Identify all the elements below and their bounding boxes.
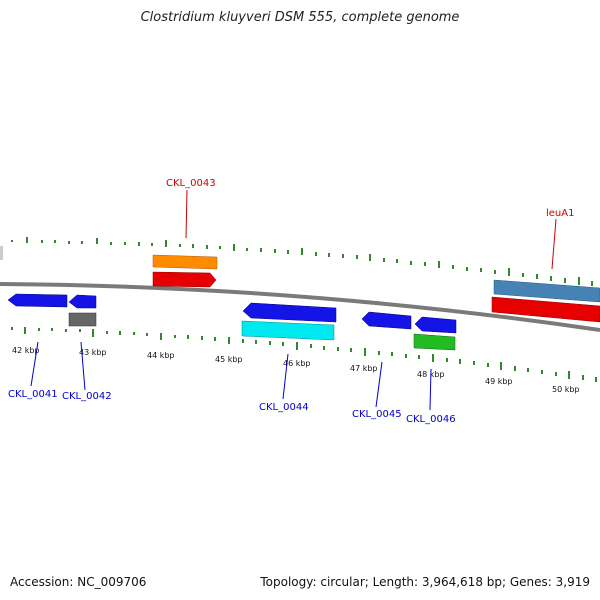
feature-leuA1-red[interactable] (491, 296, 600, 323)
feature-cds-0043-orange[interactable] (152, 254, 218, 270)
feature-cds-0046-green[interactable] (413, 333, 456, 351)
feature-cds-0042-gray[interactable] (68, 312, 97, 327)
upper-tick-row (11, 237, 593, 286)
kbp-label-45: 45 kbp (215, 355, 243, 364)
kbp-label-46: 46 kbp (283, 359, 311, 368)
accession-text: Accession: NC_009706 (10, 575, 147, 589)
feature-cds-0045[interactable] (361, 311, 412, 330)
feature-cds-0044-cyan[interactable] (241, 320, 335, 341)
feature-cds-0043-red[interactable] (152, 271, 217, 288)
kbp-label-47: 47 kbp (350, 364, 378, 373)
label-leader-lines (30, 189, 557, 411)
genome-backbone (0, 282, 600, 332)
gene-label-ckl-0046[interactable]: CKL_0046 (406, 414, 456, 425)
kbp-label-50: 50 kbp (552, 385, 580, 394)
gene-label-ckl-0042[interactable]: CKL_0042 (62, 391, 112, 402)
lower-tick-row (11, 327, 597, 382)
feature-cds-0044-blue[interactable] (242, 302, 337, 323)
feature-leuA1-steel[interactable] (493, 279, 600, 303)
backbone-edge-mark (0, 246, 3, 260)
feature-cds-0042-blue[interactable] (68, 294, 97, 309)
kbp-label-42: 42 kbp (12, 346, 40, 355)
gene-label-ckl-0044[interactable]: CKL_0044 (259, 402, 309, 413)
gene-label-ckl-0043[interactable]: CKL_0043 (166, 178, 216, 189)
kbp-label-43: 43 kbp (79, 348, 107, 357)
kbp-label-44: 44 kbp (147, 351, 175, 360)
kbp-label-49: 49 kbp (485, 377, 513, 386)
map-title: Clostridium kluyveri DSM 555, complete g… (140, 10, 460, 25)
feature-cds-0041[interactable] (7, 293, 68, 308)
gene-label-ckl-0045[interactable]: CKL_0045 (352, 409, 402, 420)
gene-label-ckl-0041[interactable]: CKL_0041 (8, 389, 58, 400)
feature-cds-0046-blue[interactable] (414, 316, 457, 334)
topology-summary-text: Topology: circular; Length: 3,964,618 bp… (260, 575, 590, 589)
gene-label-leuA1[interactable]: leuA1 (546, 208, 574, 219)
